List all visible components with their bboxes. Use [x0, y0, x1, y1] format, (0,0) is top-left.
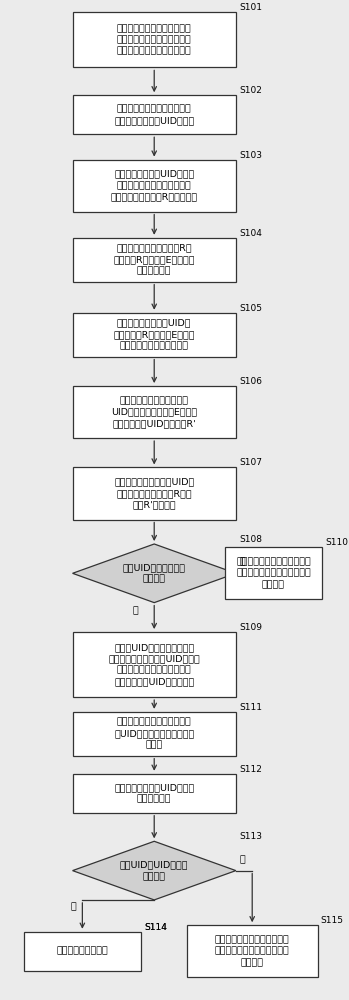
Text: 否: 否 — [239, 855, 245, 864]
Text: S114: S114 — [144, 923, 167, 932]
Text: 打开手机应用软件，手机接触
电子锁，手机应用软件通过近
场通信向电子锁发送请求指令: 打开手机应用软件，手机接触 电子锁，手机应用软件通过近 场通信向电子锁发送请求指… — [117, 24, 192, 56]
Text: S107: S107 — [239, 458, 262, 467]
Text: S113: S113 — [239, 832, 262, 841]
FancyBboxPatch shape — [24, 932, 141, 971]
Text: S104: S104 — [239, 229, 262, 238]
Text: S115: S115 — [321, 916, 344, 925]
Text: 车辆UID存在且随机数
比对一致: 车辆UID存在且随机数 比对一致 — [123, 563, 186, 584]
FancyBboxPatch shape — [73, 160, 236, 212]
Text: 手机应用软件将开锁指令和车
辆UID验证码密文发送给电子
锁模块: 手机应用软件将开锁指令和车 辆UID验证码密文发送给电子 锁模块 — [114, 718, 194, 750]
Text: S110: S110 — [325, 538, 348, 547]
Text: S101: S101 — [239, 3, 262, 12]
Text: S102: S102 — [239, 86, 262, 95]
Text: S105: S105 — [239, 304, 262, 313]
Text: S106: S106 — [239, 377, 262, 386]
Polygon shape — [73, 544, 236, 603]
Text: 车辆开锁，流程结束: 车辆开锁，流程结束 — [57, 947, 108, 956]
Text: 电子锁模块接收到请求指令，
向手机发送电子锁UID的密文: 电子锁模块接收到请求指令， 向手机发送电子锁UID的密文 — [114, 105, 194, 125]
Text: 电子锁模块接收到随机数R，
将随机数R加密生成E，发送至
手机应用软件: 电子锁模块接收到随机数R， 将随机数R加密生成E，发送至 手机应用软件 — [113, 244, 195, 276]
FancyBboxPatch shape — [73, 313, 236, 357]
FancyBboxPatch shape — [225, 547, 322, 599]
FancyBboxPatch shape — [73, 238, 236, 282]
Polygon shape — [73, 841, 236, 900]
Text: 是: 是 — [70, 902, 76, 911]
Text: 车辆UID与UID验证码
配对一致: 车辆UID与UID验证码 配对一致 — [120, 860, 188, 881]
Text: S114: S114 — [144, 923, 167, 932]
FancyBboxPatch shape — [73, 386, 236, 438]
Text: S112: S112 — [239, 765, 262, 774]
Text: S103: S103 — [239, 151, 262, 160]
FancyBboxPatch shape — [73, 712, 236, 756]
FancyBboxPatch shape — [73, 467, 236, 520]
FancyBboxPatch shape — [73, 95, 236, 134]
FancyBboxPatch shape — [73, 774, 236, 813]
Text: 开锁流程认证失败，将认证失
败信息发送回手机应用软件，
流程结束: 开锁流程认证失败，将认证失 败信息发送回手机应用软件， 流程结束 — [215, 935, 290, 967]
FancyBboxPatch shape — [187, 925, 318, 977]
Text: 服务器密码算法系统对车辆
UID密文和随机数密文E进行解
密，得到车辆UID和随机数R': 服务器密码算法系统对车辆 UID密文和随机数密文E进行解 密，得到车辆UID和随… — [111, 396, 197, 428]
Text: S108: S108 — [239, 535, 262, 544]
Text: 手机应用软件将车辆UID密
文、随机数R及其密文E、手机
信息合并发送给认证服务器: 手机应用软件将车辆UID密 文、随机数R及其密文E、手机 信息合并发送给认证服务… — [113, 319, 195, 351]
Text: S111: S111 — [239, 703, 262, 712]
Text: 将车辆UID和手机信息绑定，
通过加密算法生成车辆UID验证码
密文，向手机应用软件发送开
锁指令和车辆UID验证码密文: 将车辆UID和手机信息绑定， 通过加密算法生成车辆UID验证码 密文，向手机应用… — [108, 643, 200, 686]
Text: 电子锁模块对车辆UID验证码
密文进行解密: 电子锁模块对车辆UID验证码 密文进行解密 — [114, 783, 194, 803]
FancyBboxPatch shape — [73, 12, 236, 67]
Text: 在车辆数据库中对车辆UID进
行索引，同时对随机数R和随
机数R'进行比对: 在车辆数据库中对车辆UID进 行索引，同时对随机数R和随 机数R'进行比对 — [114, 478, 194, 509]
Text: 手机接收到电子锁UID密文并
通过手机应用软件保存，向电
子锁发送带有随机数R的认证指令: 手机接收到电子锁UID密文并 通过手机应用软件保存，向电 子锁发送带有随机数R的… — [111, 170, 198, 202]
Text: S109: S109 — [239, 623, 262, 632]
FancyBboxPatch shape — [73, 632, 236, 697]
Text: 开锁流程认证失败，将认证失
败信息发送回手机应用软件，
流程结束: 开锁流程认证失败，将认证失 败信息发送回手机应用软件， 流程结束 — [236, 557, 311, 589]
Text: 是: 是 — [132, 607, 138, 616]
Text: 否: 否 — [239, 558, 245, 567]
